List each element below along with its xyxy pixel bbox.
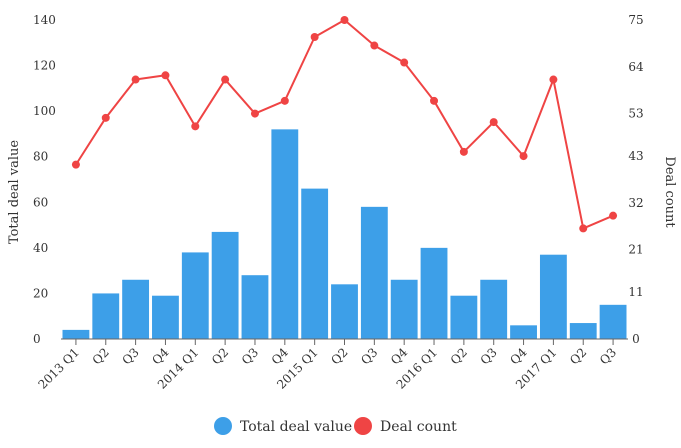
- x-tick-label: Q3: [119, 345, 141, 367]
- line-point[interactable]: [489, 118, 498, 127]
- y-left-tick-label: 120: [33, 59, 56, 73]
- deal-count-line: [75, 19, 614, 230]
- bar[interactable]: [539, 254, 567, 339]
- y-right-tick-label: 11: [628, 285, 643, 299]
- x-tick-label: Q2: [90, 345, 112, 367]
- bar[interactable]: [331, 284, 358, 339]
- y-axis-right-ticks: 0 11 21 32 43 53 64 75: [628, 13, 644, 346]
- x-tick-label: Q4: [149, 345, 172, 368]
- bar[interactable]: [152, 295, 179, 339]
- bar[interactable]: [301, 188, 329, 339]
- x-tick-label: Q4: [269, 345, 292, 368]
- legend-label-total-deal-value: Total deal value: [240, 419, 352, 435]
- line-point[interactable]: [400, 58, 409, 67]
- y-right-tick-label: 21: [628, 243, 643, 257]
- bar[interactable]: [211, 231, 239, 339]
- line-point[interactable]: [101, 113, 110, 122]
- x-tick-label: Q4: [507, 345, 530, 368]
- line-point[interactable]: [191, 122, 200, 131]
- x-tick-label: Q2: [567, 345, 589, 367]
- y-right-tick-label: 32: [628, 196, 643, 210]
- line-point[interactable]: [250, 109, 259, 118]
- line-point[interactable]: [549, 75, 558, 84]
- bar[interactable]: [390, 279, 418, 339]
- line-point[interactable]: [370, 41, 379, 50]
- line-point[interactable]: [71, 160, 80, 169]
- y-right-tick-label: 0: [632, 332, 640, 346]
- y-right-tick-label: 75: [628, 13, 643, 27]
- y-right-tick-label: 53: [628, 107, 643, 121]
- x-tick-label: Q3: [478, 345, 500, 367]
- x-tick-label: Q2: [209, 345, 231, 367]
- y-right-tick-label: 64: [628, 60, 644, 74]
- legend-swatch-total-deal-value: [214, 417, 232, 435]
- line-point[interactable]: [609, 211, 618, 220]
- line-series: [71, 16, 618, 233]
- y-left-tick-label: 60: [33, 195, 48, 209]
- y-axis-left-ticks: 0 20 40 60 80 100 120 140: [33, 13, 56, 346]
- legend-label-deal-count: Deal count: [380, 419, 457, 435]
- legend-swatch-deal-count: [354, 417, 372, 435]
- bar[interactable]: [122, 279, 150, 339]
- bar[interactable]: [241, 275, 269, 339]
- bar[interactable]: [92, 293, 120, 339]
- bar[interactable]: [569, 323, 597, 339]
- bar[interactable]: [420, 247, 448, 339]
- y-left-tick-label: 80: [33, 150, 48, 164]
- bar[interactable]: [450, 295, 478, 339]
- y-left-tick-label: 20: [33, 286, 48, 300]
- x-tick-label: 2013 Q1: [35, 345, 82, 392]
- x-tick-label: Q3: [239, 345, 261, 367]
- bar-series: [62, 129, 627, 339]
- line-point[interactable]: [310, 33, 319, 42]
- legend: Total deal value Deal count: [214, 417, 457, 435]
- line-point[interactable]: [340, 16, 349, 24]
- bar[interactable]: [271, 129, 299, 339]
- y-axis-right-title: Deal count: [662, 156, 677, 228]
- x-tick-label: Q3: [597, 345, 619, 367]
- y-right-tick-label: 43: [628, 149, 643, 163]
- line-point[interactable]: [280, 96, 289, 105]
- line-point[interactable]: [459, 147, 468, 156]
- y-left-tick-label: 40: [33, 241, 48, 255]
- x-tick-label: Q3: [358, 345, 380, 367]
- y-left-tick-label: 0: [33, 332, 41, 346]
- bar[interactable]: [62, 329, 90, 339]
- bar[interactable]: [480, 279, 508, 339]
- line-point[interactable]: [221, 75, 230, 84]
- y-left-tick-label: 140: [33, 13, 56, 27]
- bar[interactable]: [510, 325, 537, 339]
- x-tick-label: Q4: [388, 345, 411, 368]
- x-tick-label: Q2: [328, 345, 350, 367]
- bar[interactable]: [360, 206, 388, 339]
- x-tick-label: Q2: [448, 345, 470, 367]
- y-axis-left-title: Total deal value: [7, 140, 22, 244]
- line-point[interactable]: [519, 152, 528, 161]
- line-point[interactable]: [131, 75, 140, 84]
- line-point[interactable]: [579, 224, 588, 233]
- legend-item-deal-count[interactable]: Deal count: [354, 417, 457, 435]
- line-point[interactable]: [430, 96, 439, 105]
- line-point[interactable]: [161, 71, 170, 80]
- legend-item-total-deal-value[interactable]: Total deal value: [214, 417, 352, 435]
- bar[interactable]: [599, 304, 627, 339]
- bar[interactable]: [181, 252, 209, 339]
- y-left-tick-label: 100: [33, 104, 56, 118]
